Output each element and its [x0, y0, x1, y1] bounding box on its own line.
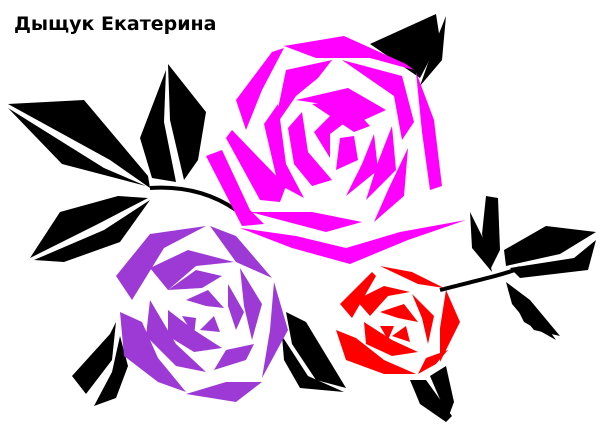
leaf-upper-left — [168, 64, 206, 180]
leaf-middle-lower — [286, 312, 346, 388]
leaf-lower-left — [30, 196, 148, 258]
leaf-right-long — [504, 226, 596, 266]
leaf-right-long-b — [510, 240, 596, 278]
leaf-upper-left-b — [140, 70, 176, 182]
rose-large-magenta — [206, 36, 466, 264]
leaf-top-left — [8, 100, 150, 188]
author-signature: Дыщук Екатерина — [14, 13, 217, 35]
leaf-right-lower-b — [508, 290, 556, 340]
leaf-top-right-b — [420, 16, 446, 86]
leaf-top-right — [370, 14, 440, 78]
leaf-bottom-right — [410, 380, 452, 422]
leaf-middle-lower-b — [282, 336, 344, 392]
leaf-bottom-left — [72, 322, 116, 394]
leaf-bottom-left-b — [94, 336, 128, 406]
left-stem — [149, 185, 238, 212]
rose-small-red — [336, 266, 460, 374]
rose-medium-purple — [116, 226, 288, 402]
leaf-lower-left-b — [34, 200, 150, 262]
leaf-right-upper-b — [470, 212, 492, 272]
leaves-and-stems — [8, 14, 596, 422]
leaf-bottom-right-b — [430, 366, 454, 418]
